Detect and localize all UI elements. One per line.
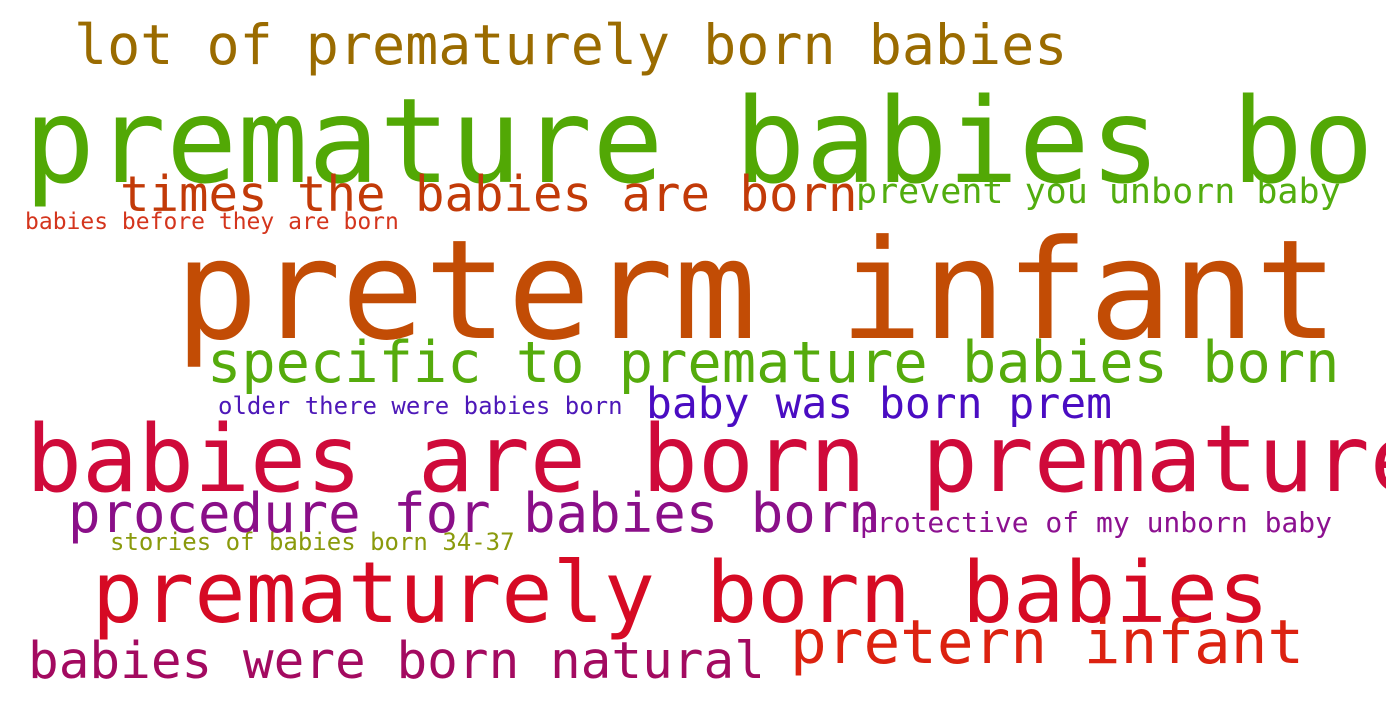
phrase-procedure-for-babies-born: procedure for babies born (68, 482, 881, 545)
phrase-stories-of-babies-born-34-37: stories of babies born 34-37 (110, 528, 515, 556)
phrase-older-there-were-babies-born: older there were babies born (218, 392, 623, 420)
phrase-babies-before-they-are-born: babies before they are born (25, 209, 399, 235)
phrase-prevent-you-unborn-baby: prevent you unborn baby (856, 172, 1341, 212)
phrase-preterm-infant: preterm infant (175, 210, 1339, 371)
phrase-specific-to-premature-babies-born: specific to premature babies born (207, 330, 1340, 396)
phrase-babies-are-born-premature: babies are born premature (26, 405, 1386, 513)
phrase-babies-were-born-natural: babies were born natural (28, 632, 765, 691)
phrase-premature-babies-born: premature babies born (24, 72, 1386, 210)
phrase-lot-of-prematurely-born-babies: lot of prematurely born babies (74, 13, 1068, 77)
phrase-protective-of-my-unborn-baby: protective of my unborn baby (860, 506, 1333, 539)
phrase-times-the-babies-are-born: times the babies are born (120, 166, 858, 223)
phrase-baby-was-born-prem: baby was born prem (646, 379, 1112, 429)
phrase-pretern-infant: pretern infant (790, 607, 1305, 678)
phrase-prematurely-born-babies: prematurely born babies (92, 544, 1270, 643)
